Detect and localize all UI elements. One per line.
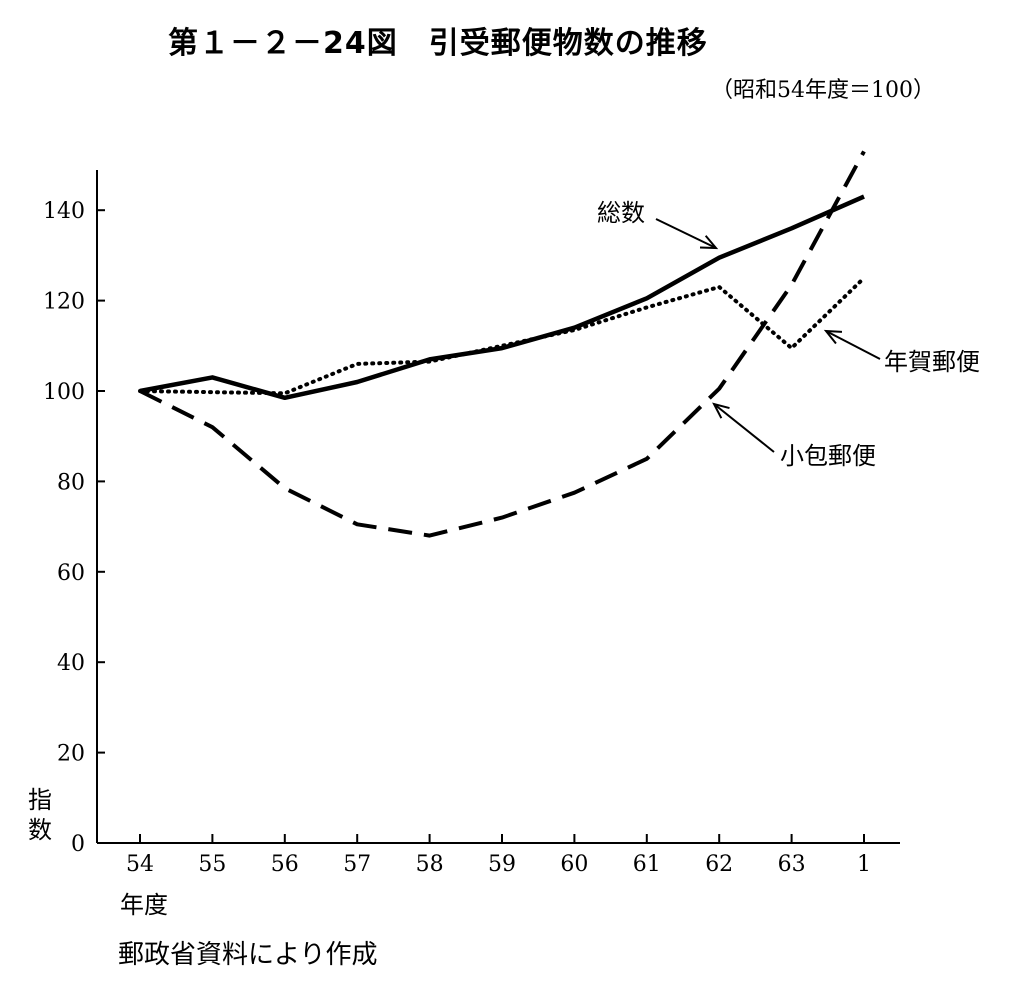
series-label-3: 小包郵便 <box>780 442 876 470</box>
chart-title: 第１－２－24図 引受郵便物数の推移 <box>168 26 708 61</box>
y-tick-label: 100 <box>43 380 85 405</box>
series-label-1: 総数 <box>597 199 645 227</box>
y-tick-label: 0 <box>71 832 85 857</box>
x-tick-label: 63 <box>778 852 806 877</box>
chart-axes <box>96 170 900 844</box>
y-tick-label: 20 <box>57 742 85 767</box>
series-line-2 <box>138 276 866 396</box>
series-line-1 <box>139 194 865 401</box>
x-tick-label: 62 <box>705 852 733 877</box>
y-axis-title-char-1: 指 <box>28 786 52 814</box>
chart-subtitle: （昭和54年度＝100） <box>711 78 935 103</box>
x-tick-label: 61 <box>633 852 661 877</box>
y-tick-label: 40 <box>57 651 85 676</box>
series-arrow-2 <box>823 329 881 360</box>
x-tick-label: 58 <box>416 852 444 877</box>
y-tick-label: 80 <box>57 470 85 495</box>
y-tick-label: 60 <box>57 561 85 586</box>
x-ticks: 54 55 56 57 58 59 60 61 62 63 1 <box>126 834 871 877</box>
x-tick-label: 54 <box>126 852 154 877</box>
y-tick-label: 120 <box>43 290 85 315</box>
x-tick-label: 57 <box>343 852 371 877</box>
series-line-3 <box>139 150 866 538</box>
x-tick-label: 59 <box>488 852 516 877</box>
y-ticks: 0 20 40 60 80 100 120 140 <box>43 199 105 857</box>
x-tick-label: 60 <box>560 852 588 877</box>
y-tick-label: 140 <box>43 199 85 224</box>
y-axis-title-char-2: 数 <box>28 816 52 844</box>
x-tick-label: 55 <box>198 852 226 877</box>
source-note: 郵政省資料により作成 <box>118 940 378 970</box>
x-tick-label: 1 <box>857 852 871 877</box>
x-axis-title: 年度 <box>120 891 168 919</box>
x-tick-label: 56 <box>271 852 299 877</box>
series-arrow-1 <box>655 218 719 250</box>
series-layer <box>138 150 866 538</box>
series-arrow-3 <box>712 402 775 453</box>
series-label-2: 年賀郵便 <box>884 348 980 376</box>
